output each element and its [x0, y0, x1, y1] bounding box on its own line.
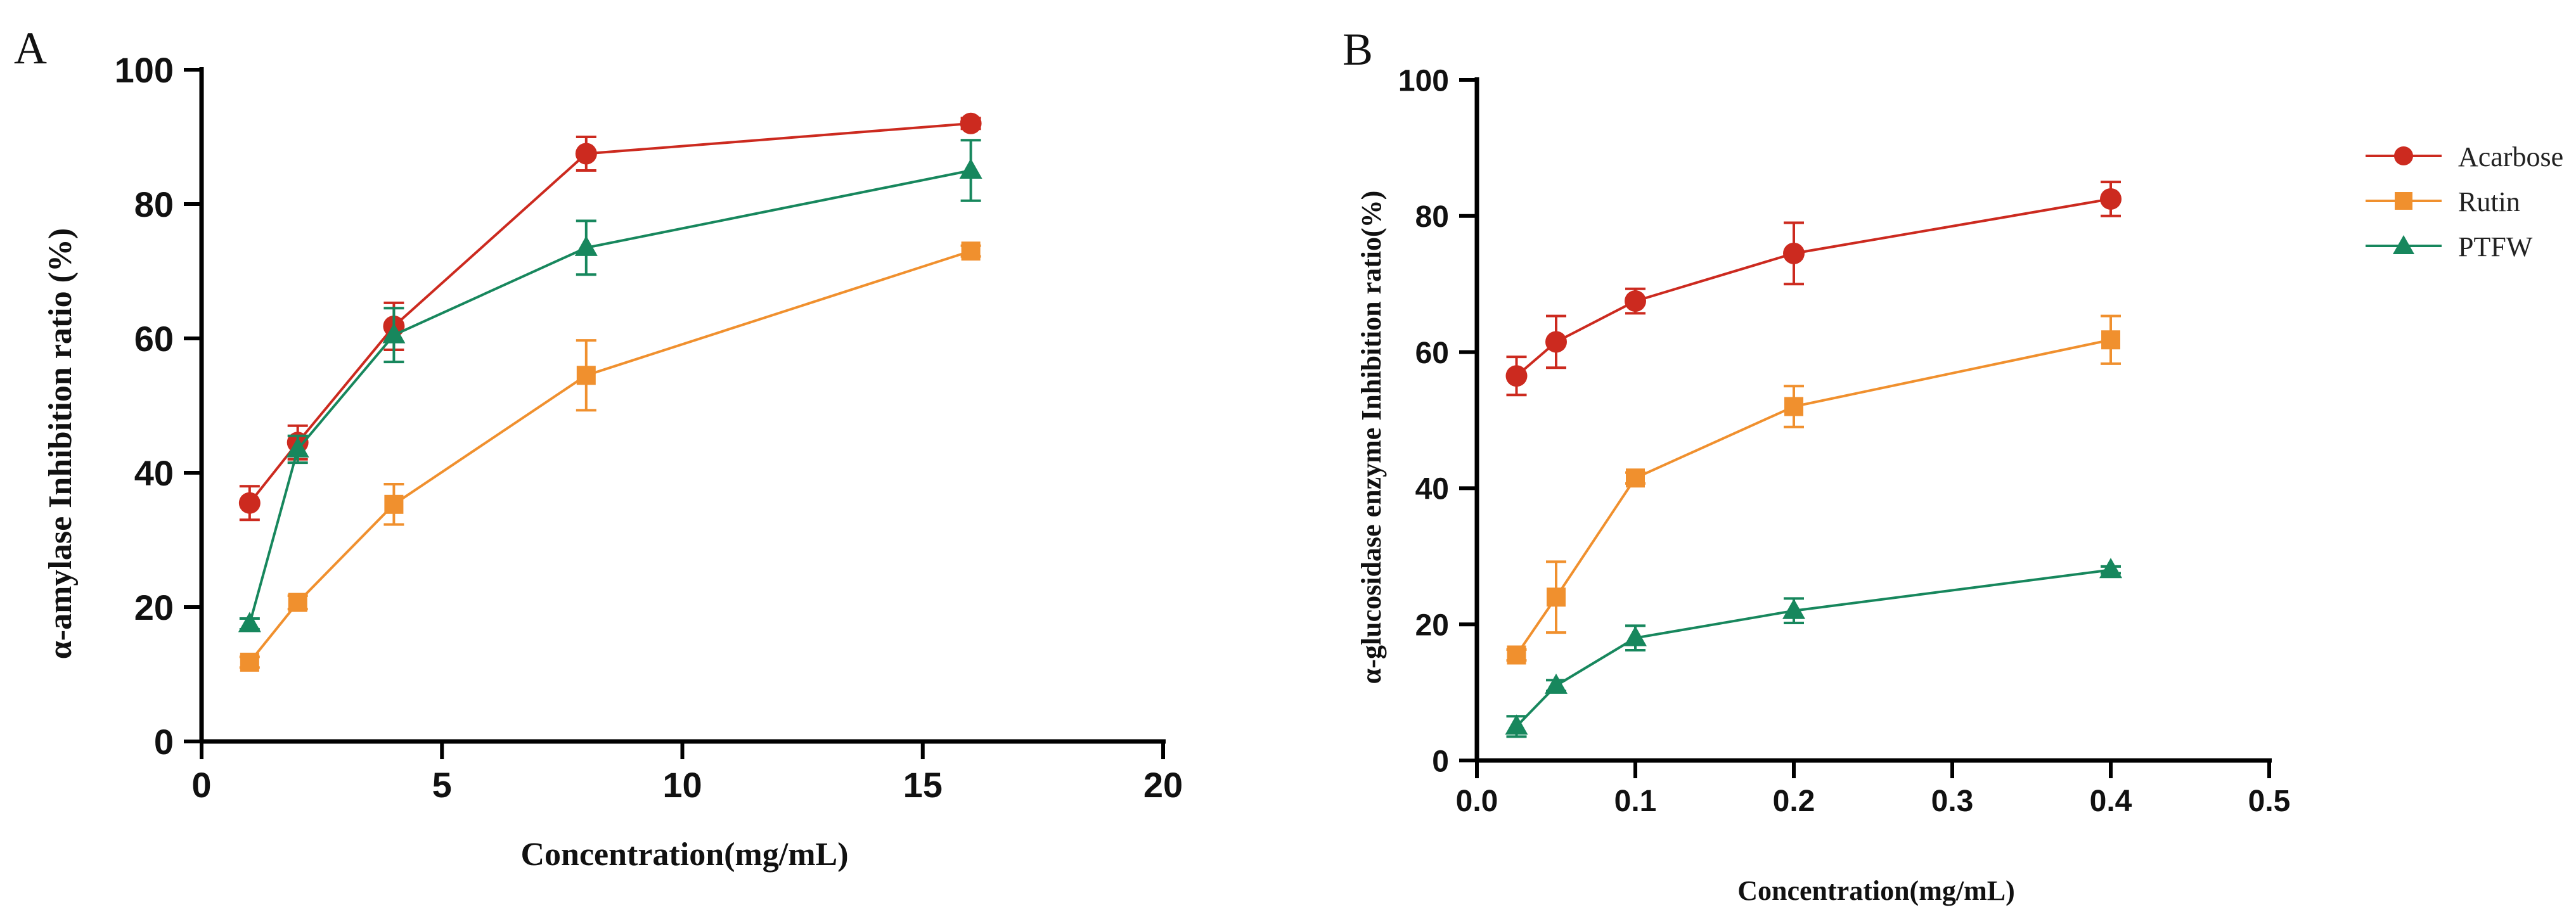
data-point-rutin	[384, 494, 404, 514]
data-point-ptfw	[1782, 598, 1805, 619]
chart-b-x-tick-label: 0.4	[2090, 785, 2132, 818]
legend-marker-rutin	[2395, 192, 2412, 210]
chart-a: A 0 20 40 60 80 100 0 5 10 15 20 Concentration(mg/…	[14, 23, 1183, 873]
chart-b-ylabel: α-glucosidase enzyme Inhibition ratio(%)	[1356, 191, 1387, 684]
chart-b-y-tick-label: 60	[1415, 337, 1449, 370]
series-line-ptfw	[1516, 568, 2111, 728]
series-line-acarbose	[1516, 197, 2111, 377]
chart-b-series-rutin	[1506, 314, 2121, 665]
data-point-acarbose	[2100, 188, 2122, 210]
chart-a-axes	[199, 67, 1166, 744]
chart-a-series	[238, 112, 982, 672]
data-point-ptfw	[1624, 625, 1647, 646]
data-point-acarbose	[1783, 242, 1805, 264]
chart-b-y-tick-label: 0	[1432, 745, 1449, 778]
data-point-rutin	[2101, 330, 2120, 350]
chart-b-axes	[1474, 77, 2272, 763]
data-point-rutin	[576, 366, 596, 385]
chart-b-y-tick-label: 100	[1398, 64, 1449, 98]
chart-a-y-tick-label: 60	[134, 319, 174, 359]
chart-b-ticks: 0 20 40 60 80 100 0.0 0.1 0.2 0.3 0.4 0.5	[1398, 64, 2290, 818]
data-point-ptfw	[1505, 714, 1528, 735]
chart-a-ylabel: α-amylase Inhibition ratio (%)	[42, 228, 79, 659]
legend-marker-ptfw	[2393, 235, 2414, 254]
chart-b-y-tick-label: 80	[1415, 200, 1449, 234]
chart-a-x-tick-label: 20	[1143, 765, 1183, 805]
chart-a-y-tick-label: 100	[115, 50, 174, 90]
panel-label-b: B	[1343, 24, 1373, 75]
chart-a-y-tick-label: 0	[154, 722, 174, 762]
chart-b-series	[1505, 181, 2122, 738]
chart-b-xlabel: Concentration(mg/mL)	[1737, 875, 2015, 906]
chart-b: B 0 20 40 60 80 100 0.0 0.1 0.2 0.3 0.4 0.5 Concent…	[1343, 24, 2563, 906]
data-point-ptfw	[238, 612, 261, 632]
chart-a-x-tick-label: 0	[191, 765, 211, 805]
data-point-ptfw	[382, 323, 406, 343]
legend-label-rutin: Rutin	[2458, 186, 2520, 217]
chart-b-y-tick-label: 40	[1415, 473, 1449, 506]
chart-b-series-ptfw	[1505, 558, 2122, 738]
data-point-rutin	[961, 241, 981, 261]
chart-b-x-tick-label: 0.0	[1456, 785, 1498, 818]
data-point-acarbose	[575, 143, 597, 165]
panel-label-a: A	[14, 23, 47, 74]
chart-a-y-tick-label: 40	[134, 453, 174, 493]
legend-item-acarbose: Acarbose	[2366, 141, 2563, 172]
chart-a-y-tick-label: 80	[134, 184, 174, 224]
data-point-rutin	[1507, 645, 1526, 665]
legend-marker-acarbose	[2394, 146, 2413, 165]
legend-item-rutin: Rutin	[2366, 186, 2520, 217]
data-point-acarbose	[1505, 365, 1528, 387]
data-point-rutin	[240, 652, 259, 672]
data-point-ptfw	[574, 235, 598, 256]
data-point-rutin	[1626, 468, 1645, 488]
data-point-acarbose	[960, 112, 982, 134]
chart-a-y-tick-label: 20	[134, 587, 174, 627]
chart-a-series-ptfw	[238, 139, 982, 632]
chart-b-x-tick-label: 0.3	[1931, 785, 1974, 818]
data-point-acarbose	[238, 492, 261, 514]
data-point-acarbose	[1625, 290, 1646, 312]
legend-item-ptfw: PTFW	[2366, 231, 2533, 262]
chart-a-series-acarbose	[238, 112, 982, 522]
series-line-ptfw	[248, 169, 971, 625]
data-point-ptfw	[959, 158, 982, 179]
chart-b-x-tick-label: 0.1	[1614, 785, 1657, 818]
series-line-acarbose	[248, 122, 971, 504]
legend-label-acarbose: Acarbose	[2458, 141, 2563, 172]
data-point-ptfw	[2099, 558, 2122, 579]
chart-b-legend: Acarbose Rutin PTFW	[2366, 141, 2563, 262]
data-point-rutin	[1784, 397, 1803, 416]
legend-label-ptfw: PTFW	[2458, 231, 2533, 262]
chart-b-y-tick-label: 20	[1415, 608, 1449, 642]
chart-a-xlabel: Concentration(mg/mL)	[520, 837, 848, 873]
chart-a-x-tick-label: 5	[432, 765, 452, 805]
data-point-rutin	[288, 593, 307, 612]
chart-b-x-tick-label: 0.2	[1773, 785, 1815, 818]
chart-a-x-tick-label: 10	[662, 765, 702, 805]
chart-b-x-tick-label: 0.5	[2248, 785, 2291, 818]
chart-a-series-rutin	[239, 241, 981, 672]
data-point-rutin	[1547, 587, 1566, 607]
series-line-rutin	[248, 250, 972, 664]
chart-a-ticks: 0 20 40 60 80 100 0 5 10 15 20	[115, 50, 1183, 805]
data-point-acarbose	[1545, 331, 1567, 353]
data-point-ptfw	[1545, 673, 1568, 694]
chart-a-x-tick-label: 15	[903, 765, 943, 805]
chart-b-series-acarbose	[1505, 181, 2122, 397]
data-point-ptfw	[286, 437, 309, 458]
